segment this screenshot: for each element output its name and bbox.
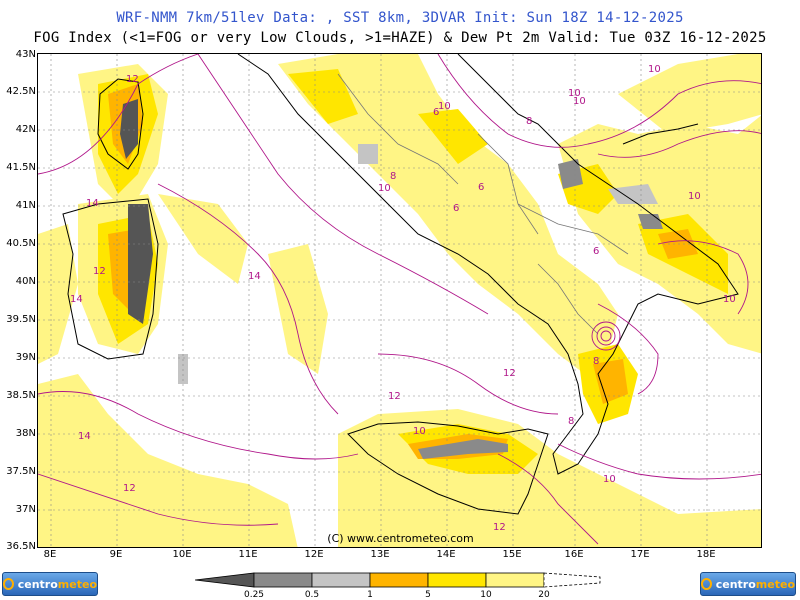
contour-label: 6 <box>433 107 439 118</box>
legend-label: 5 <box>425 590 431 600</box>
lat-label: 43N <box>15 49 36 60</box>
lat-label: 39.5N <box>6 314 36 325</box>
lat-label: 37.5N <box>6 466 36 477</box>
contour-label: 8 <box>526 116 532 127</box>
contour-label: 14 <box>86 198 99 209</box>
lat-label: 42N <box>15 124 36 135</box>
lon-label: 16E <box>564 549 584 560</box>
contour-label: 12 <box>388 391 401 402</box>
color-legend <box>195 572 601 588</box>
lon-label: 8E <box>43 549 57 560</box>
logo-text-a: centro <box>17 577 58 591</box>
legend-swatch-0 <box>195 572 255 588</box>
legend-label: 1 <box>367 590 373 600</box>
legend-swatch-6 <box>543 572 601 588</box>
lon-label: 18E <box>696 549 716 560</box>
legend-swatch-5 <box>485 572 545 588</box>
fog-index-map: 12 10 14 14 12 14 10 10 8 8 6 6 6 10 12 … <box>37 53 762 548</box>
legend-label: 10 <box>480 590 492 600</box>
centrometeo-logo-left[interactable]: centro meteo <box>2 572 98 596</box>
lon-label: 9E <box>109 549 123 560</box>
contour-label: 10 <box>688 191 701 202</box>
contour-labels: 12 10 14 14 12 14 10 10 8 8 6 6 6 10 12 … <box>70 64 736 533</box>
legend-label: 0.5 <box>304 590 320 600</box>
fog-fill <box>120 99 663 459</box>
contour-label: 14 <box>248 271 261 282</box>
lat-label: 42.5N <box>6 86 36 97</box>
contour-label: 10 <box>723 294 736 305</box>
centrometeo-logo-right[interactable]: centro meteo <box>700 572 796 596</box>
lon-label: 14E <box>436 549 456 560</box>
graticule <box>38 54 761 547</box>
dewpoint-contours <box>38 54 761 545</box>
lat-label: 40.5N <box>6 238 36 249</box>
contour-label: 10 <box>378 183 391 194</box>
logo-text-a: centro <box>715 577 756 591</box>
contour-label: 10 <box>568 88 581 99</box>
logo-text-b: meteo <box>57 577 97 591</box>
lon-label: 17E <box>630 549 650 560</box>
coastlines <box>62 54 739 515</box>
contour-label: 14 <box>78 431 91 442</box>
lat-label: 38N <box>15 428 36 439</box>
legend-label: 20 <box>538 590 550 600</box>
legend-swatch-1 <box>253 572 313 588</box>
contour-label: 12 <box>123 483 136 494</box>
lat-label: 37N <box>15 504 36 515</box>
contour-label: 12 <box>493 522 506 533</box>
lat-label: 41N <box>15 200 36 211</box>
lon-label: 12E <box>304 549 324 560</box>
lon-label: 15E <box>502 549 522 560</box>
map-canvas: 12 10 14 14 12 14 10 10 8 8 6 6 6 10 12 … <box>38 54 761 547</box>
product-title: FOG Index (<1=FOG or very Low Clouds, >1… <box>33 30 767 46</box>
model-run-title: WRF-NMM 7km/51lev Data: , SST 8km, 3DVAR… <box>116 10 684 26</box>
legend-label: 0.25 <box>243 590 265 600</box>
contour-label: 6 <box>478 182 484 193</box>
lon-label: 11E <box>238 549 258 560</box>
contour-label: 8 <box>593 356 599 367</box>
contour-label: 10 <box>573 96 586 107</box>
lat-label: 38.5N <box>6 390 36 401</box>
contour-label: 8 <box>568 416 574 427</box>
logo-ring-icon <box>3 578 14 590</box>
lat-label: 40N <box>15 276 36 287</box>
contour-label: 6 <box>453 203 459 214</box>
copyright-notice: (C) www.centrometeo.com <box>327 532 474 545</box>
haze-fill-light <box>38 54 761 547</box>
contour-label: 14 <box>70 294 83 305</box>
contour-label: 10 <box>648 64 661 75</box>
contour-label: 12 <box>93 266 106 277</box>
legend-swatch-3 <box>369 572 429 588</box>
contour-label: 12 <box>126 74 139 85</box>
contour-label: 10 <box>413 426 426 437</box>
lat-label: 41.5N <box>6 162 36 173</box>
regional-borders <box>337 73 629 335</box>
logo-ring-icon <box>701 578 712 590</box>
lon-label: 13E <box>370 549 390 560</box>
lat-label: 36.5N <box>6 541 36 552</box>
contour-label: 10 <box>603 474 616 485</box>
contour-label: 6 <box>593 246 599 257</box>
contour-label: 10 <box>438 101 451 112</box>
contour-label: 12 <box>503 368 516 379</box>
logo-text-b: meteo <box>755 577 795 591</box>
legend-swatch-4 <box>427 572 487 588</box>
legend-swatch-2 <box>311 572 371 588</box>
lat-label: 39N <box>15 352 36 363</box>
lon-label: 10E <box>172 549 192 560</box>
contour-label: 8 <box>390 171 396 182</box>
